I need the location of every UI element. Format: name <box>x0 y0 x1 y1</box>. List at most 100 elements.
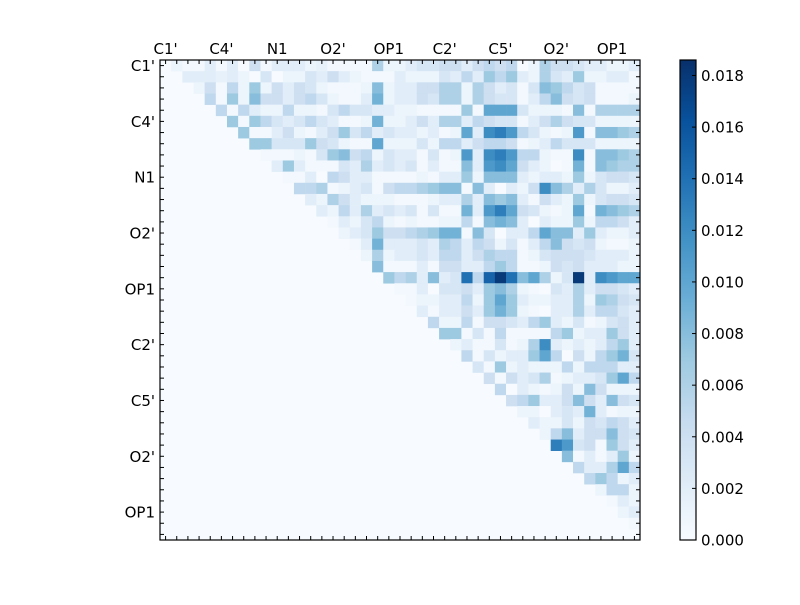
heatmap-cell <box>573 350 585 362</box>
heatmap-cell <box>260 93 272 105</box>
heatmap-cell <box>372 126 384 139</box>
heatmap-cell <box>606 238 618 251</box>
heatmap-cell <box>349 149 362 161</box>
heatmap-cell <box>226 71 239 83</box>
heatmap-cell <box>528 82 540 94</box>
heatmap-cell <box>584 361 596 373</box>
heatmap-cell <box>472 149 485 161</box>
heatmap-cell <box>561 272 574 284</box>
heatmap-cell <box>550 428 563 440</box>
heatmap-cell <box>383 260 395 273</box>
heatmap-cell <box>383 126 395 139</box>
heatmap-cell <box>573 372 585 385</box>
heatmap-cell <box>483 238 496 251</box>
heatmap-cell <box>461 93 473 105</box>
heatmap-cell <box>416 193 429 206</box>
heatmap-cell <box>539 149 551 161</box>
colorbar-tick-label: 0.004 <box>701 428 744 446</box>
heatmap-cell <box>439 104 451 117</box>
heatmap-cell <box>573 205 585 217</box>
heatmap-cell <box>305 60 317 72</box>
heatmap-cell <box>617 350 630 362</box>
heatmap-cell <box>416 216 429 228</box>
heatmap-cell <box>494 160 507 172</box>
heatmap-cell <box>517 283 529 295</box>
heatmap-cell <box>472 205 485 217</box>
heatmap-cell <box>539 417 551 429</box>
heatmap-cell <box>372 115 384 128</box>
heatmap-cell <box>606 495 618 507</box>
heatmap-cell <box>360 82 373 94</box>
heatmap-cell <box>628 339 641 351</box>
heatmap-cell <box>305 160 317 172</box>
heatmap-cell <box>472 93 485 105</box>
heatmap-cell <box>617 450 630 463</box>
heatmap-cell <box>606 60 618 72</box>
heatmap-cell <box>506 283 518 295</box>
heatmap-cell <box>405 71 418 83</box>
heatmap-cell <box>461 104 473 117</box>
heatmap-cell <box>439 149 451 161</box>
heatmap-cell <box>517 171 529 184</box>
heatmap-cell <box>628 82 641 94</box>
heatmap-cell <box>316 60 328 72</box>
heatmap-cell <box>561 394 574 407</box>
heatmap-cell <box>539 60 551 72</box>
heatmap-cells <box>160 60 641 540</box>
heatmap-cell <box>606 473 618 485</box>
heatmap-cell <box>528 272 540 284</box>
heatmap-cell <box>461 339 473 351</box>
heatmap-cell <box>472 182 485 195</box>
heatmap-cell <box>461 60 473 72</box>
x-tick-label: OP1 <box>597 40 627 58</box>
heatmap-cell <box>260 138 272 150</box>
heatmap-cell <box>628 227 641 239</box>
heatmap-cell <box>561 417 574 429</box>
heatmap-cell <box>238 71 250 83</box>
heatmap-cell <box>383 171 395 184</box>
heatmap-cell <box>327 71 339 83</box>
heatmap-cell <box>450 160 462 172</box>
heatmap-cell <box>472 272 485 284</box>
heatmap-cell <box>517 193 529 206</box>
heatmap-cell <box>427 60 440 72</box>
heatmap-cell <box>282 138 295 150</box>
heatmap-cell <box>494 294 507 306</box>
heatmap-cell <box>271 71 284 83</box>
heatmap-cell <box>450 227 462 239</box>
heatmap-cell <box>383 205 395 217</box>
heatmap-cell <box>383 216 395 228</box>
heatmap-cell <box>584 428 596 440</box>
heatmap-cell <box>450 339 462 351</box>
heatmap-cell <box>450 149 462 161</box>
heatmap-cell <box>416 115 429 128</box>
heatmap-cell <box>338 104 351 117</box>
heatmap-cell <box>506 205 518 217</box>
heatmap-cell <box>550 417 563 429</box>
heatmap-cell <box>282 160 295 172</box>
heatmap-cell <box>550 260 563 273</box>
heatmap-cell <box>561 339 574 351</box>
heatmap-cell <box>617 316 630 329</box>
heatmap-cell <box>506 372 518 385</box>
heatmap-cell <box>483 149 496 161</box>
heatmap-cell <box>550 238 563 251</box>
heatmap-cell <box>573 216 585 228</box>
heatmap-cell <box>293 60 306 72</box>
heatmap-cell <box>461 115 473 128</box>
heatmap-cell <box>338 115 351 128</box>
heatmap-cell <box>394 216 406 228</box>
heatmap-cell <box>595 439 607 451</box>
heatmap-cell <box>327 171 339 184</box>
heatmap-cell <box>617 272 630 284</box>
heatmap-cell <box>628 294 641 306</box>
heatmap-cell <box>271 104 284 117</box>
heatmap-cell <box>584 339 596 351</box>
heatmap-cell <box>472 82 485 94</box>
heatmap-cell <box>204 71 217 83</box>
heatmap-cell <box>528 227 540 239</box>
heatmap-cell <box>584 104 596 117</box>
heatmap-cell <box>506 383 518 396</box>
heatmap-cell <box>394 272 406 284</box>
heatmap-cell <box>461 149 473 161</box>
